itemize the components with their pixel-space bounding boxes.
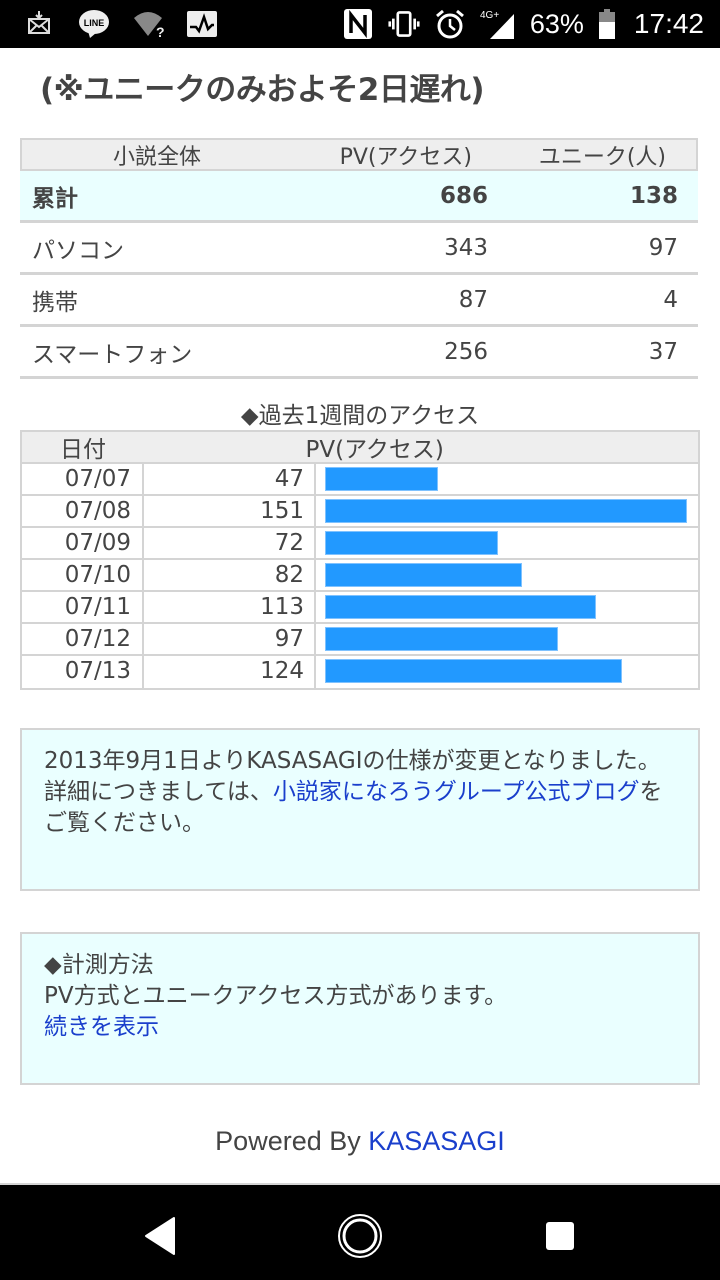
summary-row-total: 累計 686 138 — [20, 171, 698, 223]
header-unique: ユニーク(人) — [538, 144, 666, 170]
row-date: 07/10 — [22, 560, 144, 590]
clock: 17:42 — [633, 8, 704, 39]
weekly-row: 07/12 97 — [22, 624, 698, 656]
pv-bar — [325, 595, 596, 619]
header-date: 日付 — [60, 437, 106, 463]
row-date: 07/07 — [22, 464, 144, 494]
battery-percent: 63% — [529, 8, 584, 39]
row-date: 07/11 — [22, 592, 144, 622]
weekly-access-title: ◆過去1週間のアクセス — [240, 403, 480, 429]
home-icon — [338, 1214, 382, 1258]
row-pv: 256 — [444, 338, 488, 365]
row-label: パソコン — [32, 237, 124, 264]
status-bar: LINE ? 4G+ 63% 17:42 — [0, 0, 720, 48]
weekly-row: 07/07 47 — [22, 464, 698, 496]
pv-bar — [325, 627, 558, 651]
summary-row-pc: パソコン 343 97 — [20, 223, 698, 275]
bar-cell — [316, 624, 698, 654]
mail-download-icon — [24, 8, 56, 40]
vibrate-icon — [388, 8, 420, 40]
row-pv: 87 — [458, 286, 488, 313]
measurement-title: ◆計測方法 — [44, 952, 154, 978]
notice-text-suffix: をご覧ください。 — [44, 779, 663, 836]
row-date: 07/13 — [22, 656, 144, 688]
pv-bar — [325, 499, 687, 523]
bar-cell — [316, 464, 698, 494]
wifi-unknown-icon: ? — [132, 8, 164, 40]
header-pv: PV(アクセス) — [339, 144, 472, 170]
svg-text:?: ? — [156, 24, 164, 38]
pv-bar — [325, 531, 498, 555]
row-label: スマートフォン — [32, 341, 193, 368]
row-unique: 4 — [663, 286, 678, 313]
activity-monitor-icon — [186, 8, 218, 40]
alarm-icon — [434, 8, 466, 40]
page-headline: (※ユニークのみおよそ2日遅れ) — [40, 72, 485, 108]
svg-text:LINE: LINE — [84, 18, 105, 28]
row-pv: 113 — [144, 592, 316, 622]
notice-text-prefix: 詳細につきましては、 — [44, 779, 273, 805]
row-pv: 47 — [144, 464, 316, 494]
home-button[interactable] — [335, 1211, 385, 1261]
back-icon — [145, 1217, 175, 1255]
weekly-access-table: 日付 PV(アクセス) 07/07 47 07/08 151 07/09 72 07/10 8… — [20, 430, 700, 690]
row-pv: 82 — [144, 560, 316, 590]
row-date: 07/12 — [22, 624, 144, 654]
spec-change-notice: 2013年9月1日よりKASASAGIの仕様が変更となりました。 詳細につきまし… — [20, 728, 700, 891]
weekly-row: 07/09 72 — [22, 528, 698, 560]
row-pv: 72 — [144, 528, 316, 558]
nfc-icon — [342, 8, 374, 40]
bar-cell — [316, 560, 698, 590]
bar-cell — [316, 496, 698, 526]
bar-cell — [316, 592, 698, 622]
recents-icon — [546, 1222, 574, 1250]
bar-cell — [316, 656, 698, 688]
summary-table-header: 小説全体 PV(アクセス) ユニーク(人) — [20, 138, 698, 171]
pv-bar — [325, 563, 522, 587]
summary-row-mobile: 携帯 87 4 — [20, 275, 698, 327]
weekly-row: 07/08 151 — [22, 496, 698, 528]
row-pv: 686 — [439, 182, 488, 209]
back-button[interactable] — [135, 1211, 185, 1261]
svg-text:4G+: 4G+ — [480, 10, 499, 21]
weekly-row: 07/11 113 — [22, 592, 698, 624]
pv-bar — [325, 659, 622, 683]
pv-bar — [325, 467, 438, 491]
row-label: 累計 — [32, 185, 78, 212]
row-date: 07/08 — [22, 496, 144, 526]
show-more-link[interactable]: 続きを表示 — [44, 1014, 159, 1040]
summary-row-smartphone: スマートフォン 256 37 — [20, 327, 698, 379]
weekly-table-header: 日付 PV(アクセス) — [22, 432, 698, 464]
row-label: 携帯 — [32, 289, 78, 316]
weekly-row: 07/13 124 — [22, 656, 698, 688]
summary-table: 小説全体 PV(アクセス) ユニーク(人) 累計 686 138 パソコン 34… — [20, 138, 698, 379]
row-pv: 124 — [144, 656, 316, 688]
battery-icon — [598, 8, 616, 40]
measurement-body: PV方式とユニークアクセス方式があります。 — [44, 983, 508, 1009]
row-pv: 97 — [144, 624, 316, 654]
row-pv: 151 — [144, 496, 316, 526]
row-unique: 138 — [629, 182, 678, 209]
row-unique: 97 — [648, 234, 678, 261]
kasasagi-link[interactable]: KASASAGI — [368, 1126, 505, 1156]
powered-by-footer: Powered By KASASAGI — [0, 1126, 720, 1157]
notification-icons: LINE ? — [24, 8, 218, 40]
recents-button[interactable] — [535, 1211, 585, 1261]
system-icons: 4G+ 63% 17:42 — [342, 6, 704, 42]
signal-4g-plus-icon: 4G+ — [480, 8, 516, 40]
header-pv: PV(アクセス) — [305, 437, 444, 463]
line-app-icon: LINE — [78, 8, 110, 40]
notice-text: 2013年9月1日よりKASASAGIの仕様が変更となりました。 — [44, 748, 661, 774]
measurement-method-box: ◆計測方法 PV方式とユニークアクセス方式があります。 続きを表示 — [20, 932, 700, 1085]
weekly-rows: 07/07 47 07/08 151 07/09 72 07/10 82 07/11 113 07/… — [22, 464, 698, 688]
header-novel-total: 小説全体 — [112, 144, 201, 170]
row-date: 07/09 — [22, 528, 144, 558]
weekly-row: 07/10 82 — [22, 560, 698, 592]
powered-by-text: Powered By — [215, 1126, 369, 1156]
official-blog-link[interactable]: 小説家になろうグループ公式ブログ — [272, 779, 640, 805]
navigation-bar — [0, 1183, 720, 1280]
row-pv: 343 — [444, 234, 488, 261]
row-unique: 37 — [648, 338, 678, 365]
bar-cell — [316, 528, 698, 558]
